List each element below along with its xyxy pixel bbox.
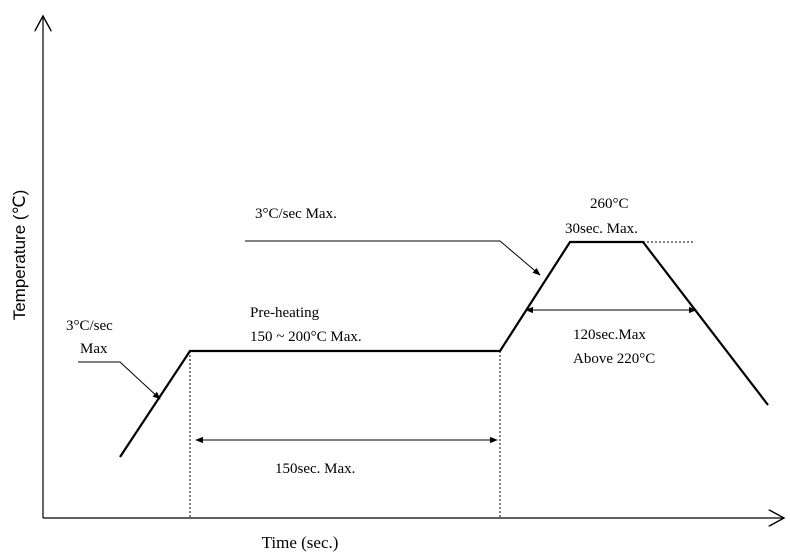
annotation: 150 ~ 200°C Max. (250, 329, 362, 345)
x-axis-label: Time (sec.) (262, 533, 339, 552)
annotation: 260°C (590, 196, 629, 212)
leader-arrow (245, 240, 541, 276)
annotation: Above 220°C (573, 351, 655, 367)
annotation: 150sec. Max. (275, 461, 355, 477)
profile-line (119, 240, 769, 458)
annotation: Pre-heating (250, 305, 320, 321)
annotation: 120sec.Max (573, 327, 646, 343)
annotation: 3°C/sec Max. (255, 206, 337, 222)
annotation: Max (80, 341, 108, 357)
annotation: 3°C/sec (66, 318, 113, 334)
y-axis-label: Temperature (℃) (10, 190, 29, 321)
leader-arrow (78, 361, 161, 400)
annotation: 30sec. Max. (565, 221, 638, 237)
